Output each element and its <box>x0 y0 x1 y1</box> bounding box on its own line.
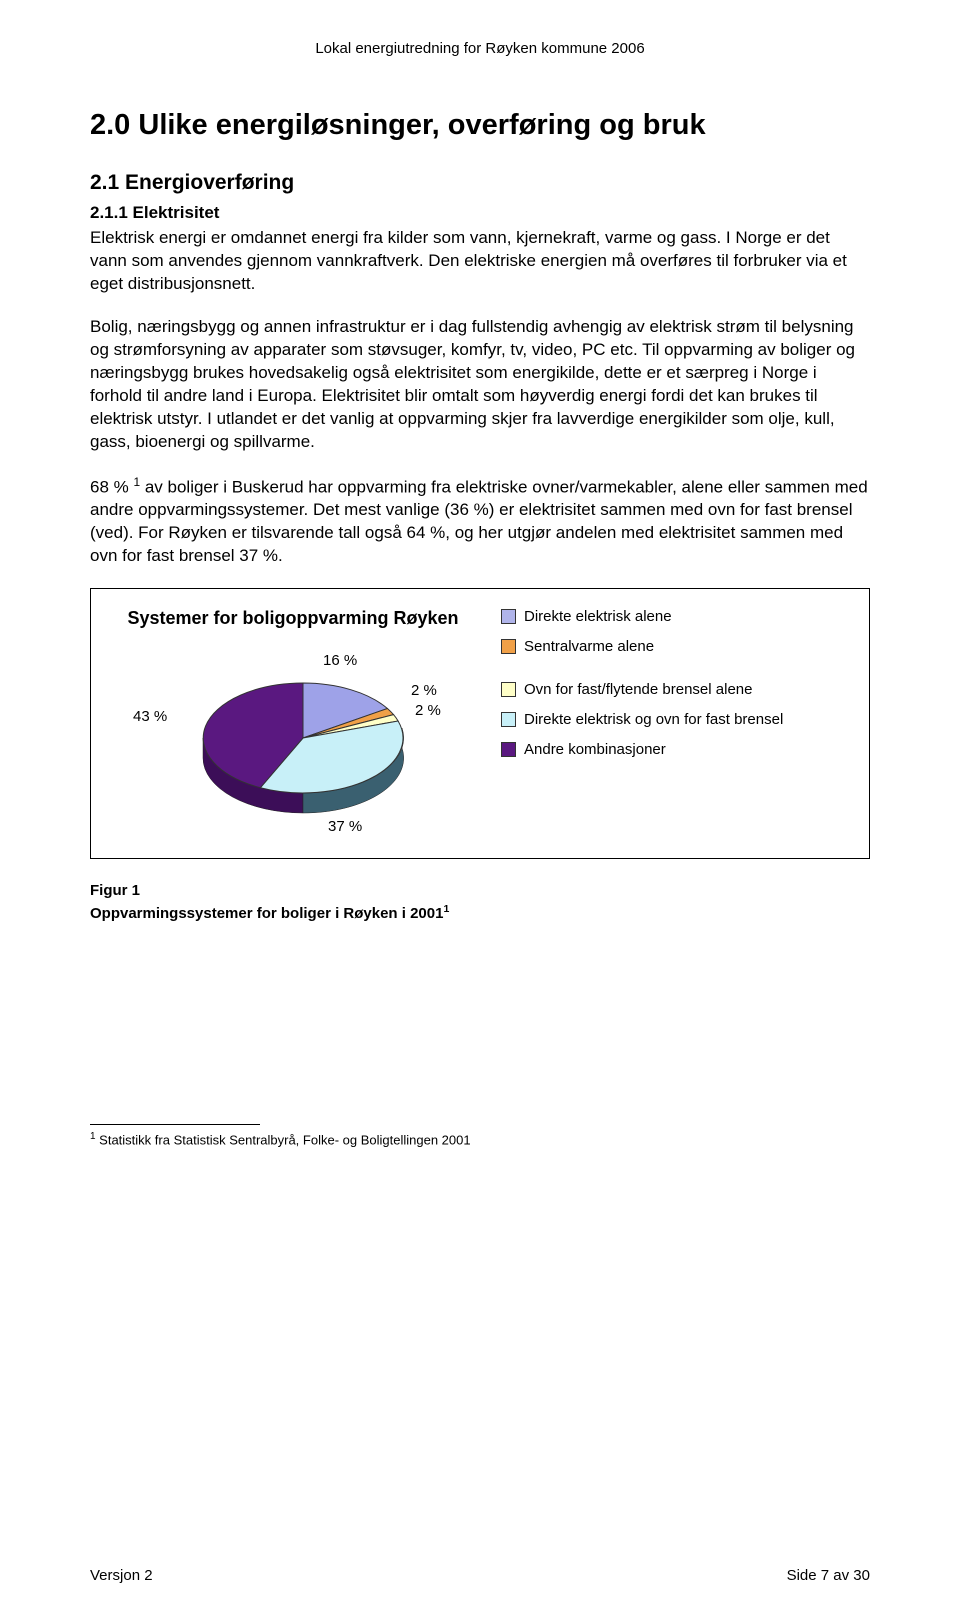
legend-item-3: Direkte elektrisk og ovn for fast brense… <box>501 710 783 730</box>
footer-left: Versjon 2 <box>90 1567 153 1584</box>
heading-2: 2.1 Energioverføring <box>90 171 870 195</box>
chart-title: Systemer for boligoppvarming Røyken <box>113 607 473 630</box>
legend-label-4: Andre kombinasjoner <box>524 740 666 760</box>
legend-swatch-3 <box>501 712 516 727</box>
legend-label-2: Ovn for fast/flytende brensel alene <box>524 680 752 700</box>
heading-3: 2.1.1 Elektrisitet <box>90 203 870 223</box>
caption-line-1: Figur 1 <box>90 882 140 899</box>
chart-container: Systemer for boligoppvarming Røyken <box>90 588 870 859</box>
chart-legend: Direkte elektrisk alene Sentralvarme ale… <box>501 607 783 770</box>
pie-label-0: 16 % <box>323 652 357 669</box>
legend-label-1: Sentralvarme alene <box>524 637 654 657</box>
legend-label-3: Direkte elektrisk og ovn for fast brense… <box>524 710 783 730</box>
legend-item-2: Ovn for fast/flytende brensel alene <box>501 680 783 700</box>
page-footer: Versjon 2 Side 7 av 30 <box>90 1567 870 1584</box>
pie-chart: 16 % 2 % 2 % 37 % 43 % <box>133 640 453 840</box>
legend-item-0: Direkte elektrisk alene <box>501 607 783 627</box>
p3-text-a: 68 % <box>90 477 133 496</box>
p3-text-b: av boliger i Buskerud har oppvarming fra… <box>90 477 868 565</box>
chart-left-panel: Systemer for boligoppvarming Røyken <box>113 607 473 840</box>
paragraph-3: 68 % 1 av boliger i Buskerud har oppvarm… <box>90 474 870 568</box>
legend-swatch-0 <box>501 609 516 624</box>
figure-caption: Figur 1 Oppvarmingssystemer for boliger … <box>90 881 870 924</box>
caption-superscript: 1 <box>443 903 449 915</box>
caption-line-2: Oppvarmingssystemer for boliger i Røyken… <box>90 905 443 922</box>
footer-right: Side 7 av 30 <box>787 1567 870 1584</box>
footnote-text: Statistikk fra Statistisk Sentralbyrå, F… <box>96 1132 471 1147</box>
pie-label-1: 2 % <box>411 682 437 699</box>
pie-label-4: 43 % <box>133 708 167 725</box>
paragraph-1: Elektrisk energi er omdannet energi fra … <box>90 227 870 296</box>
pie-label-3: 37 % <box>328 818 362 835</box>
footnote-rule <box>90 1124 260 1125</box>
footnote: 1 Statistikk fra Statistisk Sentralbyrå,… <box>90 1131 870 1147</box>
legend-swatch-1 <box>501 639 516 654</box>
heading-1: 2.0 Ulike energiløsninger, overføring og… <box>90 107 870 143</box>
legend-swatch-4 <box>501 742 516 757</box>
legend-item-4: Andre kombinasjoner <box>501 740 783 760</box>
paragraph-2: Bolig, næringsbygg og annen infrastruktu… <box>90 316 870 454</box>
legend-swatch-2 <box>501 682 516 697</box>
legend-label-0: Direkte elektrisk alene <box>524 607 672 627</box>
pie-label-2: 2 % <box>415 702 441 719</box>
page-header: Lokal energiutredning for Røyken kommune… <box>90 40 870 57</box>
legend-item-1: Sentralvarme alene <box>501 637 783 657</box>
